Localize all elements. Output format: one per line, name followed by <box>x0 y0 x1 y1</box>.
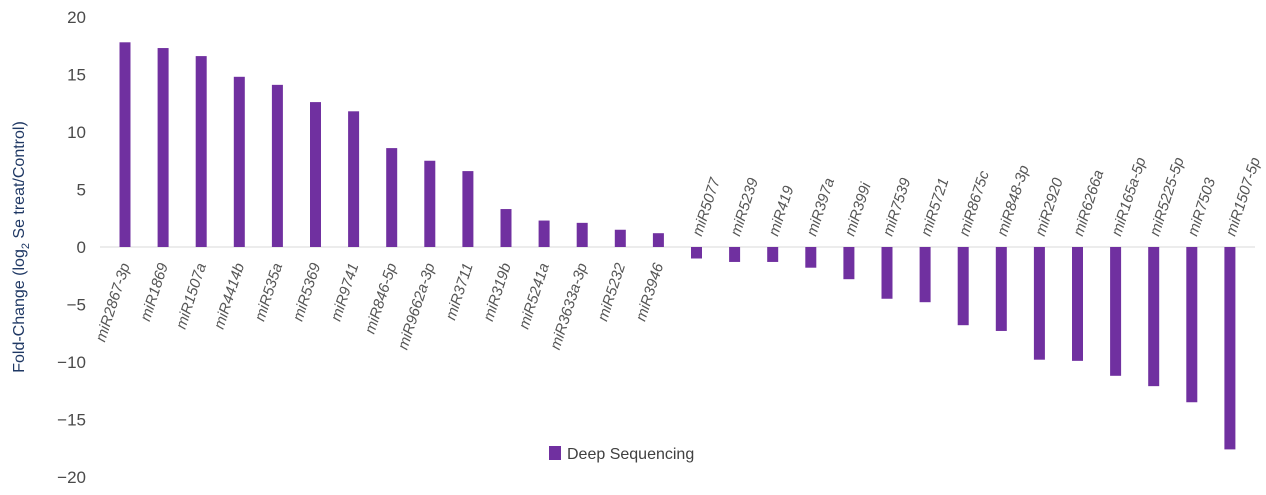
bar <box>538 220 550 247</box>
category-label: miR3946 <box>632 260 667 323</box>
bar <box>614 229 626 247</box>
category-label: miR9662a-3p <box>395 261 439 352</box>
y-tick-label: 5 <box>77 181 86 200</box>
bar <box>881 247 893 299</box>
y-tick-label: 15 <box>67 66 86 85</box>
legend-label: Deep Sequencing <box>567 446 694 463</box>
category-label: miR2867-3p <box>92 261 133 344</box>
bar <box>1224 247 1236 450</box>
bars <box>119 42 1236 450</box>
y-tick-label: −5 <box>67 296 86 315</box>
category-label: miR7539 <box>880 175 915 238</box>
y-tick-label: −20 <box>57 468 86 487</box>
category-label: miR1869 <box>137 260 172 323</box>
category-label: miR397a <box>803 176 838 238</box>
category-label: miR4414b <box>211 261 248 331</box>
category-label: miR5721 <box>918 176 953 238</box>
category-label: miR846-5p <box>362 261 401 336</box>
category-label: miR1507a <box>173 261 210 331</box>
y-axis-title-subscript: 2 <box>20 243 32 249</box>
y-axis-title-prefix: Fold-Change (log <box>11 249 28 373</box>
y-tick-label: −15 <box>57 411 86 430</box>
bar <box>767 247 779 262</box>
category-label: miR5225-5p <box>1146 155 1187 238</box>
legend: Deep Sequencing <box>549 446 694 463</box>
category-label: miR8675c <box>956 168 993 238</box>
category-label: miR848-3p <box>994 163 1033 238</box>
y-axis-ticks: 20 15 10 5 0 −5 −10 −15 −20 <box>57 8 86 487</box>
bar <box>195 56 207 247</box>
bar <box>157 48 169 247</box>
category-label: miR5077 <box>689 175 724 238</box>
bar <box>1033 247 1045 360</box>
bar <box>957 247 969 326</box>
bar <box>424 160 436 247</box>
bar <box>233 76 245 247</box>
bar <box>1072 247 1083 361</box>
category-label: miR419 <box>765 183 797 238</box>
bar <box>843 247 855 280</box>
y-tick-label: −10 <box>57 353 86 372</box>
bar <box>500 209 512 247</box>
category-label: miR399i <box>842 180 875 238</box>
bar <box>271 84 283 247</box>
bar <box>310 102 321 247</box>
category-label: miR5232 <box>594 260 629 323</box>
category-label: miR2920 <box>1032 175 1067 238</box>
category-label: miR319b <box>480 261 515 323</box>
bar <box>729 247 741 262</box>
bar <box>652 233 664 247</box>
y-axis-title-suffix: Se treat/Control) <box>11 121 28 243</box>
bar <box>119 42 131 247</box>
bar <box>462 171 474 247</box>
category-label: miR5241a <box>516 261 553 331</box>
y-tick-label: 10 <box>67 123 86 142</box>
bar <box>386 148 398 247</box>
bar <box>576 222 588 247</box>
category-label: miR1507-5p <box>1223 155 1264 238</box>
category-label: miR9741 <box>328 261 363 323</box>
category-label: miR535a <box>251 261 286 323</box>
bar <box>919 247 931 303</box>
bar <box>1110 247 1122 376</box>
category-label: miR5239 <box>727 175 762 238</box>
bar <box>1186 247 1198 403</box>
y-axis-title: Fold-Change (log2 Se treat/Control) <box>11 121 32 373</box>
bar <box>691 247 702 259</box>
category-labels: miR2867-3p miR1869 miR1507a miR4414b miR535a… <box>92 155 1264 352</box>
y-tick-label: 20 <box>67 8 86 27</box>
y-tick-label: 0 <box>77 238 86 257</box>
category-label: miR5369 <box>290 260 325 323</box>
bar <box>348 111 360 247</box>
bar <box>1148 247 1160 387</box>
category-label: miR6266a <box>1070 168 1107 238</box>
legend-swatch <box>549 446 561 460</box>
category-label: miR3711 <box>442 261 476 322</box>
category-label: miR165a-5p <box>1108 155 1149 238</box>
bar <box>805 247 817 268</box>
bar <box>995 247 1007 331</box>
category-label: miR3633a-3p <box>547 261 591 352</box>
category-label: miR7503 <box>1184 175 1219 238</box>
